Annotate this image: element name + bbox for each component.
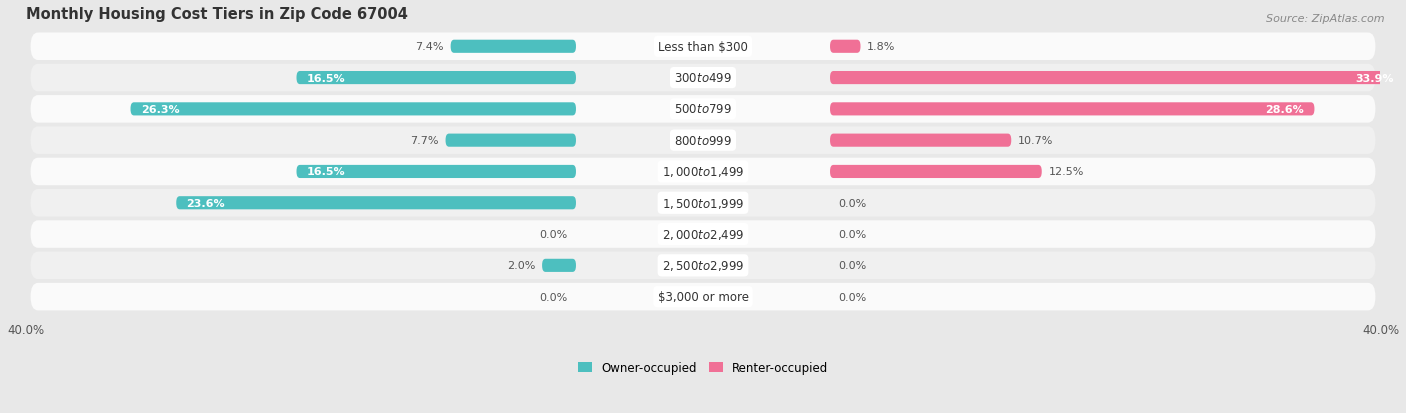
Legend: Owner-occupied, Renter-occupied: Owner-occupied, Renter-occupied <box>578 361 828 375</box>
FancyBboxPatch shape <box>31 190 1375 217</box>
FancyBboxPatch shape <box>31 33 1375 61</box>
FancyBboxPatch shape <box>31 283 1375 311</box>
Text: 26.3%: 26.3% <box>141 104 180 114</box>
Text: 0.0%: 0.0% <box>540 292 568 302</box>
Text: 0.0%: 0.0% <box>838 230 866 240</box>
FancyBboxPatch shape <box>31 96 1375 123</box>
Text: $800 to $999: $800 to $999 <box>673 134 733 147</box>
Text: 7.7%: 7.7% <box>411 136 439 146</box>
Text: $2,500 to $2,999: $2,500 to $2,999 <box>662 259 744 273</box>
Text: $1,500 to $1,999: $1,500 to $1,999 <box>662 196 744 210</box>
Text: Less than $300: Less than $300 <box>658 40 748 54</box>
FancyBboxPatch shape <box>830 166 1042 178</box>
Text: 23.6%: 23.6% <box>187 198 225 208</box>
Text: 33.9%: 33.9% <box>1355 74 1393 83</box>
FancyBboxPatch shape <box>830 40 860 54</box>
FancyBboxPatch shape <box>446 134 576 147</box>
Text: 0.0%: 0.0% <box>838 261 866 271</box>
Text: 0.0%: 0.0% <box>838 198 866 208</box>
Text: $2,000 to $2,499: $2,000 to $2,499 <box>662 228 744 242</box>
Text: 0.0%: 0.0% <box>838 292 866 302</box>
FancyBboxPatch shape <box>297 166 576 178</box>
FancyBboxPatch shape <box>830 134 1011 147</box>
Text: 16.5%: 16.5% <box>307 74 346 83</box>
Text: $500 to $799: $500 to $799 <box>673 103 733 116</box>
Text: 0.0%: 0.0% <box>540 230 568 240</box>
FancyBboxPatch shape <box>31 65 1375 92</box>
Text: Source: ZipAtlas.com: Source: ZipAtlas.com <box>1267 14 1385 24</box>
Text: Monthly Housing Cost Tiers in Zip Code 67004: Monthly Housing Cost Tiers in Zip Code 6… <box>25 7 408 22</box>
FancyBboxPatch shape <box>830 72 1405 85</box>
Text: 7.4%: 7.4% <box>415 42 444 52</box>
FancyBboxPatch shape <box>830 103 1315 116</box>
Text: $300 to $499: $300 to $499 <box>673 72 733 85</box>
FancyBboxPatch shape <box>31 158 1375 186</box>
Text: 28.6%: 28.6% <box>1265 104 1305 114</box>
FancyBboxPatch shape <box>131 103 576 116</box>
FancyBboxPatch shape <box>31 252 1375 280</box>
FancyBboxPatch shape <box>297 72 576 85</box>
Text: 10.7%: 10.7% <box>1018 136 1053 146</box>
FancyBboxPatch shape <box>31 221 1375 248</box>
Text: 2.0%: 2.0% <box>508 261 536 271</box>
Text: 1.8%: 1.8% <box>868 42 896 52</box>
Text: $1,000 to $1,499: $1,000 to $1,499 <box>662 165 744 179</box>
Text: 16.5%: 16.5% <box>307 167 346 177</box>
FancyBboxPatch shape <box>176 197 576 210</box>
FancyBboxPatch shape <box>31 127 1375 154</box>
Text: 12.5%: 12.5% <box>1049 167 1084 177</box>
FancyBboxPatch shape <box>543 259 576 272</box>
FancyBboxPatch shape <box>451 40 576 54</box>
Text: $3,000 or more: $3,000 or more <box>658 290 748 304</box>
